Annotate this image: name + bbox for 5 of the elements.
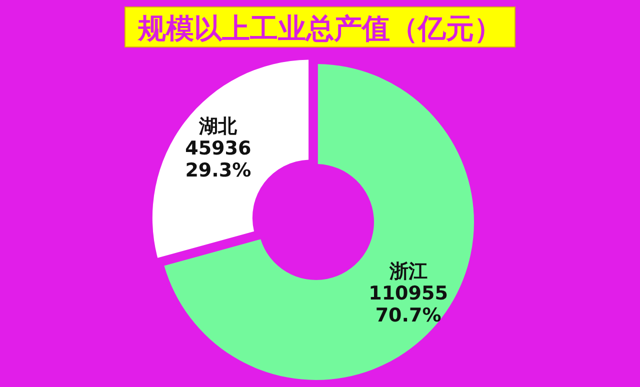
data-label: 110955 70.7% [368, 282, 448, 326]
data-label: 45936 29.3% [185, 137, 252, 182]
slice-label: 湖北 [198, 115, 238, 138]
slice-label: 浙江 [388, 260, 428, 282]
chart-title: 规模以上工业总产值（亿元） [137, 12, 502, 45]
